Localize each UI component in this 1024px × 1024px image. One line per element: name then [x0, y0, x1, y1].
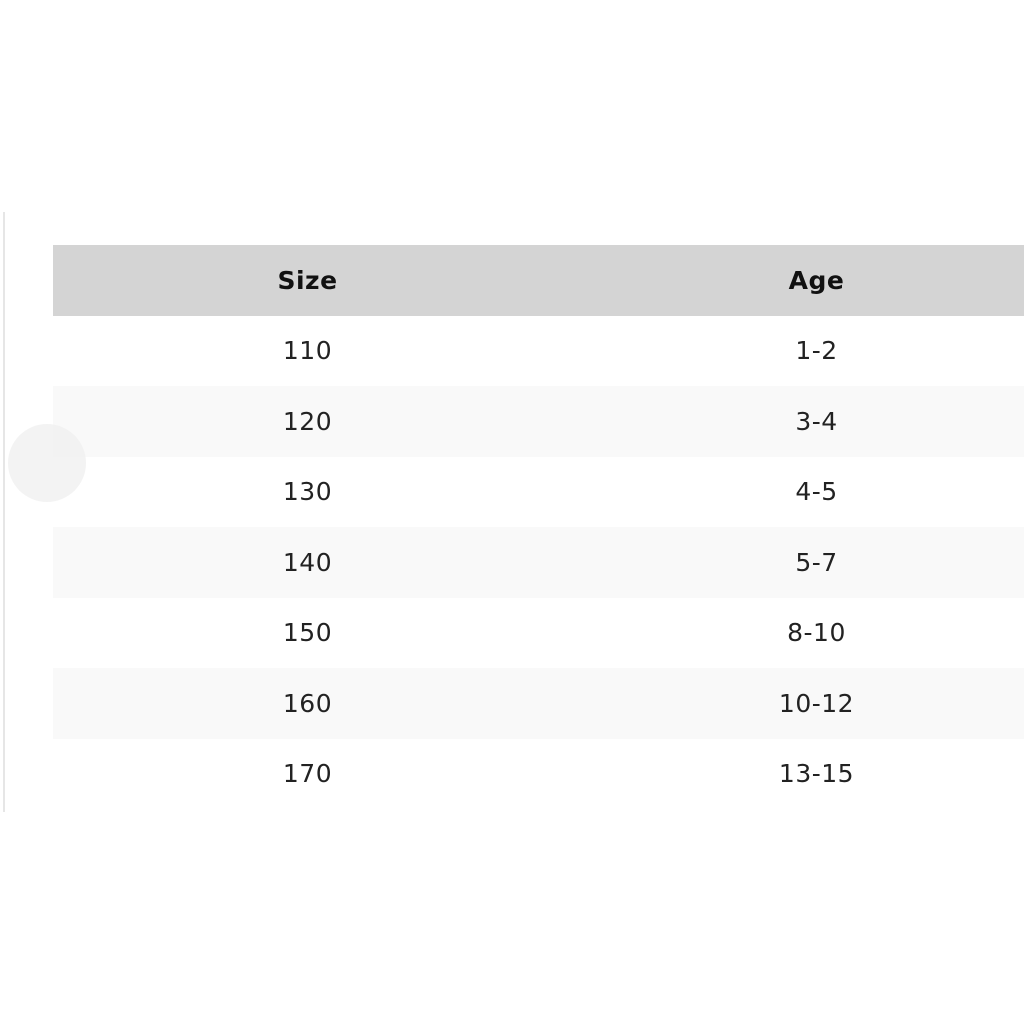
- table-header: Size Age: [53, 245, 1024, 316]
- cell-age: 5-7: [795, 547, 838, 577]
- cell-size: 150: [282, 618, 333, 648]
- cell-age: 13-15: [778, 759, 855, 789]
- cell-age: 3-4: [795, 406, 838, 436]
- table-row: 140 5-7: [53, 527, 1024, 598]
- cell-age: 8-10: [787, 618, 846, 648]
- cell-size: 130: [282, 477, 333, 507]
- table-row: 160 10-12: [53, 668, 1024, 739]
- table-row: 110 1-2: [53, 316, 1024, 387]
- header-age: Age: [788, 265, 845, 295]
- cell-size: 120: [282, 406, 333, 436]
- table-row: 130 4-5: [53, 457, 1024, 528]
- cell-size: 140: [282, 547, 333, 577]
- table-row: 150 8-10: [53, 598, 1024, 669]
- cell-size: 160: [282, 688, 333, 718]
- cell-size: 110: [282, 336, 333, 366]
- size-chart-table: Size Age 110 1-2 120 3-4 130 4-5 140 5-7 150 8-10…: [53, 245, 1024, 809]
- table-row: 120 3-4: [53, 386, 1024, 457]
- cell-age: 1-2: [795, 336, 838, 366]
- cell-age: 10-12: [778, 688, 855, 718]
- divider-line: [3, 212, 5, 812]
- table-row: 170 13-15: [53, 739, 1024, 810]
- cell-age: 4-5: [795, 477, 838, 507]
- floating-circle-button[interactable]: [8, 424, 86, 502]
- cell-size: 170: [282, 759, 333, 789]
- header-size: Size: [277, 265, 338, 295]
